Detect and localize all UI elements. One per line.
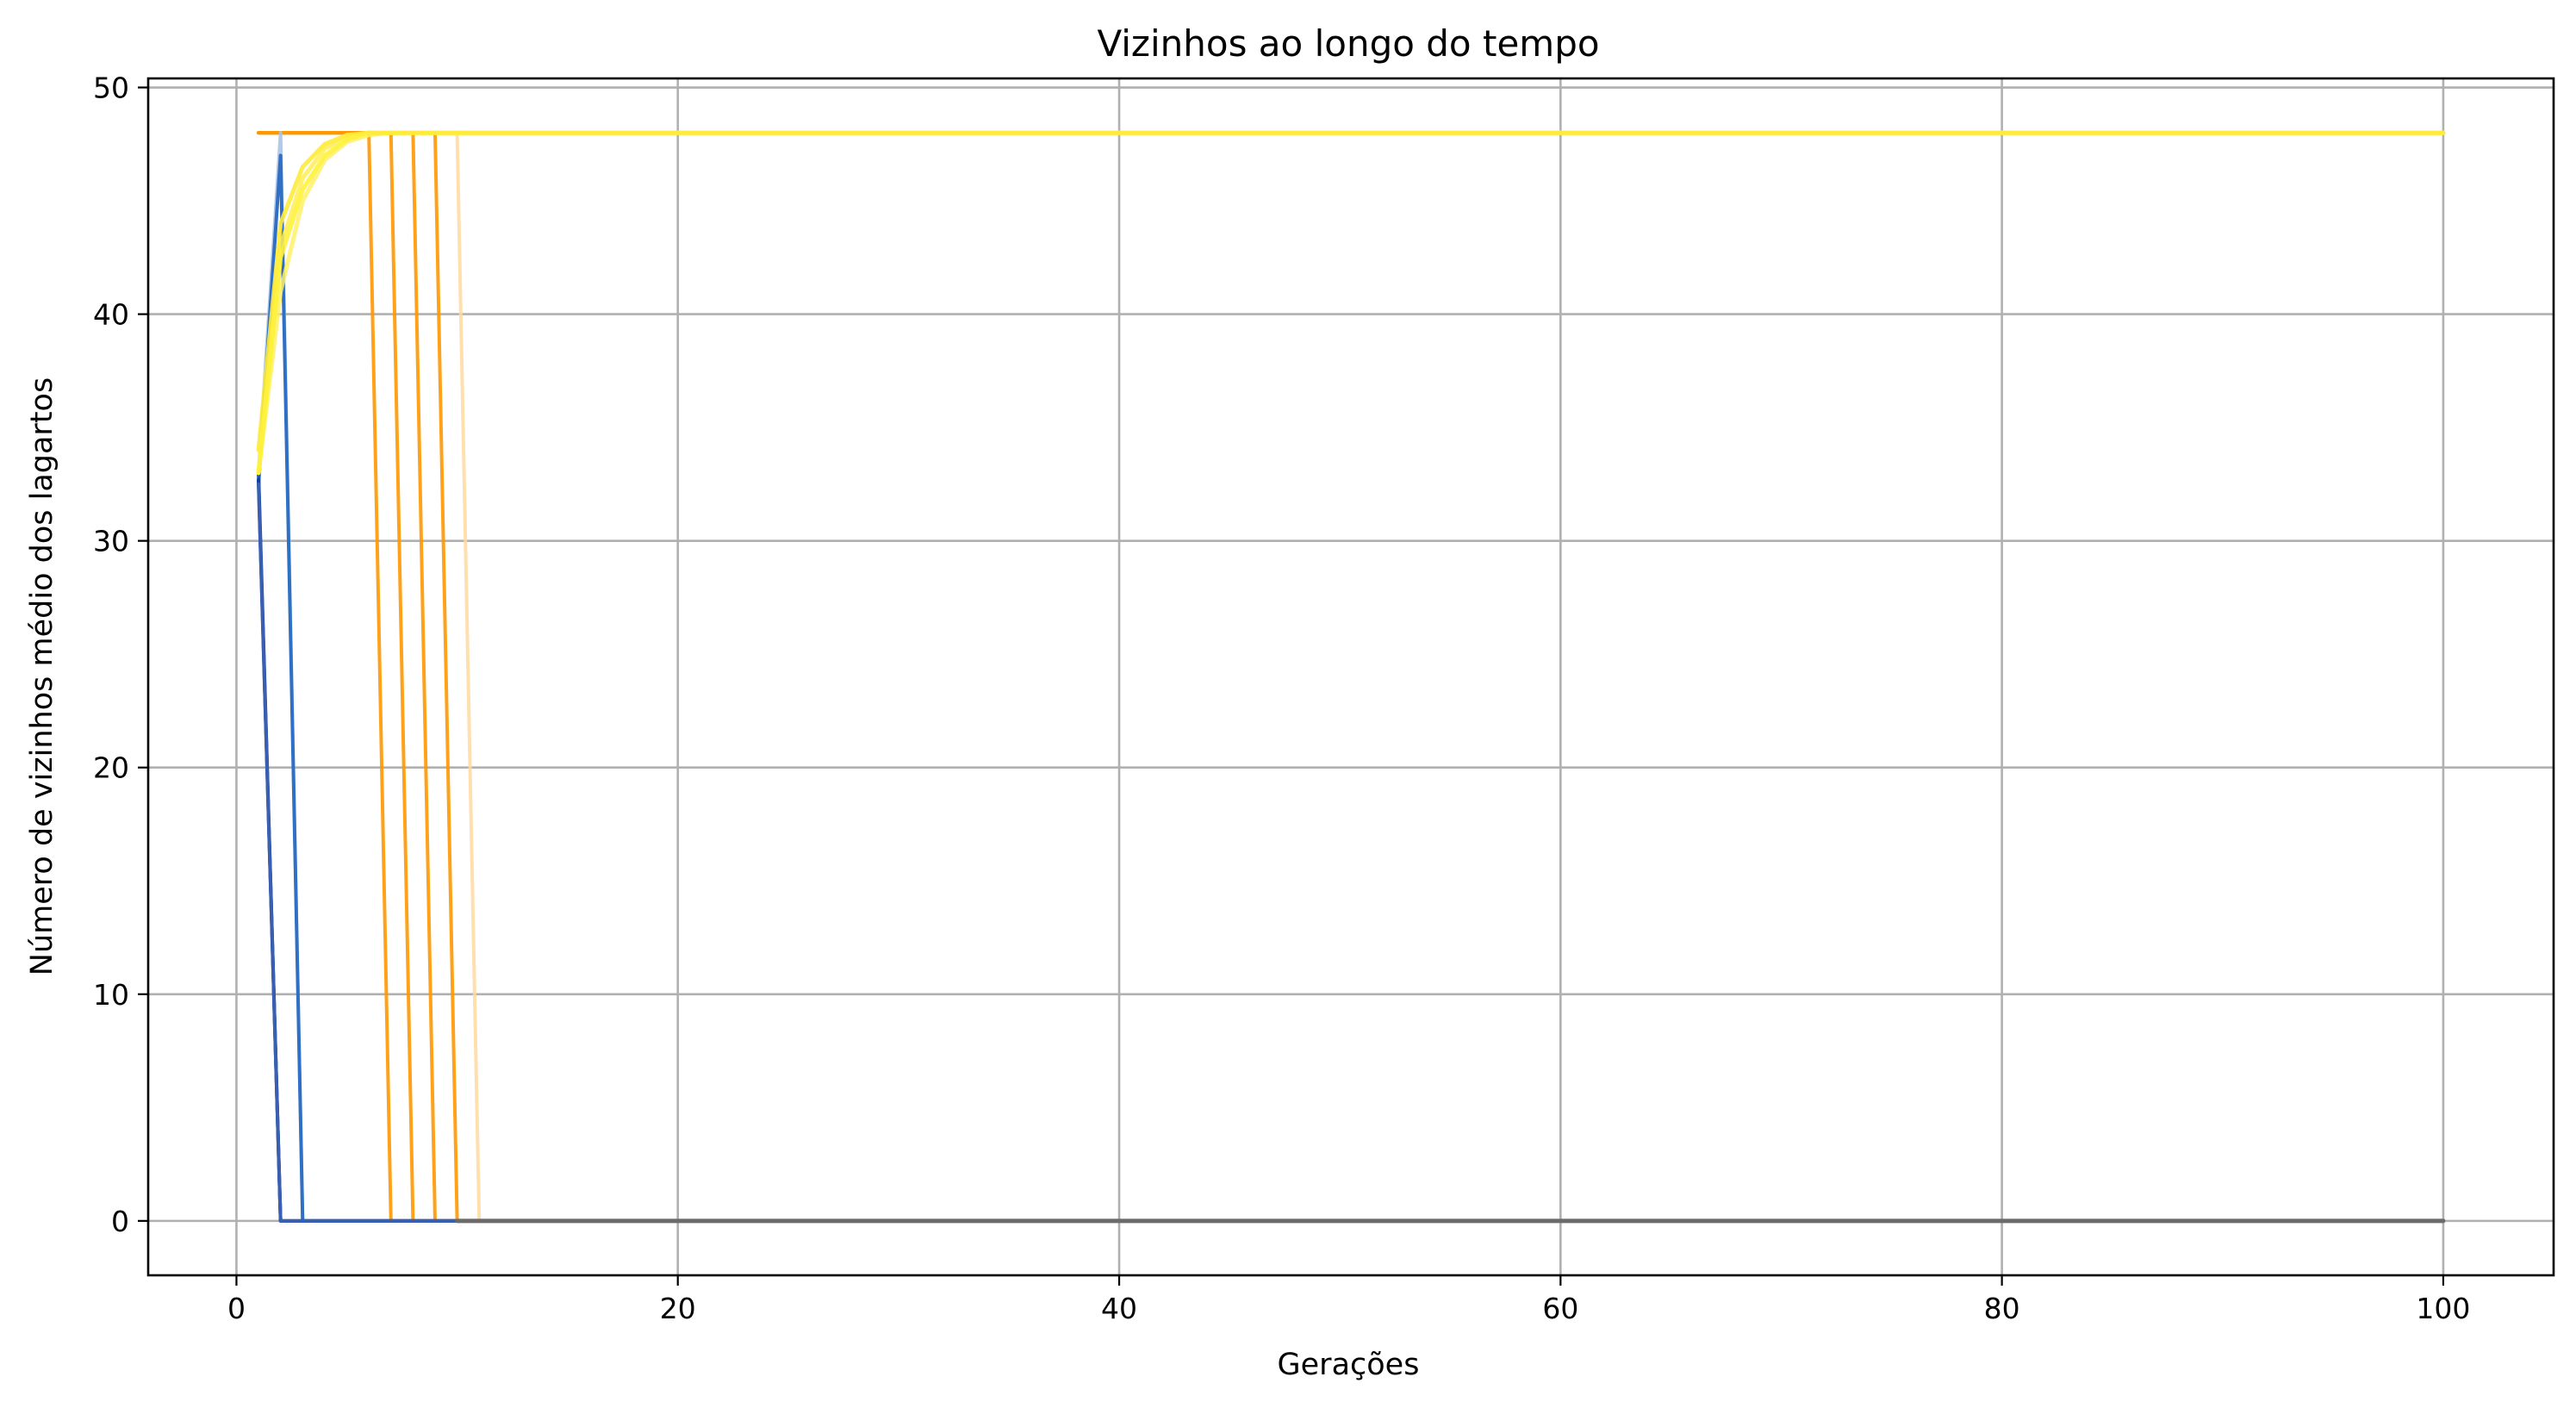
x-tick-label: 40 (1101, 1292, 1137, 1325)
chart-title: Vizinhos ao longo do tempo (1097, 22, 1599, 65)
y-tick-label: 30 (93, 525, 129, 558)
x-tick-label: 0 (227, 1292, 246, 1325)
y-tick-label: 20 (93, 751, 129, 785)
x-axis-label: Gerações (1278, 1348, 1420, 1382)
series-line-4 (257, 131, 2445, 1223)
series-line-5 (257, 131, 2445, 1223)
series-line-11 (257, 482, 2445, 1223)
series-layer (256, 130, 2446, 1224)
series-line-14 (256, 130, 2446, 476)
series-line-2 (257, 131, 2445, 1223)
x-tick-label: 100 (2416, 1292, 2470, 1325)
axis-ticks: 0 20 40 60 80 100 0 10 20 30 40 50 (93, 72, 2470, 1325)
x-tick-label: 80 (1984, 1292, 2020, 1325)
series-line-10 (257, 477, 2445, 1223)
series-line-16 (256, 130, 2446, 476)
y-axis-label: Número de vizinhos médio dos lagartos (25, 377, 59, 975)
y-tick-label: 0 (111, 1205, 129, 1238)
series-line-15 (256, 130, 2446, 452)
x-tick-label: 60 (1542, 1292, 1578, 1325)
plot-frame (146, 77, 2555, 1277)
grid-lines (148, 78, 2554, 1275)
series-line-13 (256, 130, 2446, 476)
series-line-9 (257, 470, 2445, 1223)
series-line-6 (257, 131, 2445, 1223)
series-line-8 (257, 153, 2445, 1223)
y-tick-label: 10 (93, 978, 129, 1012)
y-tick-label: 50 (93, 72, 129, 105)
series-line-7 (257, 131, 2445, 1223)
x-tick-label: 20 (660, 1292, 696, 1325)
series-line-3 (257, 131, 2445, 1223)
y-tick-label: 40 (93, 298, 129, 332)
